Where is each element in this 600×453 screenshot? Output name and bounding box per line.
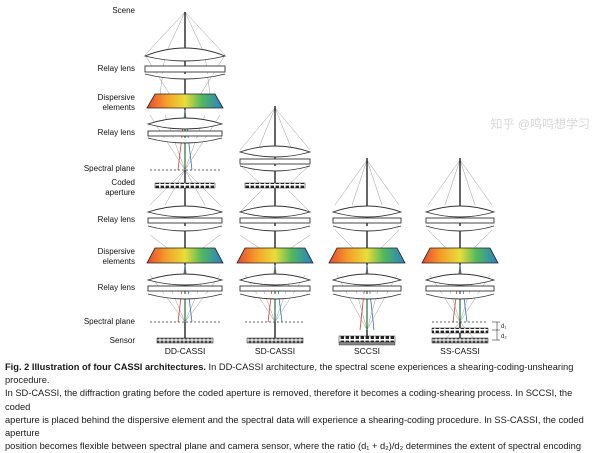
label-relay-lens-3: Relay lens — [98, 215, 135, 224]
figure-caption: Fig. 2 Illustration of four CASSI archit… — [5, 361, 597, 453]
ddcassi-relay-lens-3 — [146, 205, 224, 232]
label-d1: d₁ — [501, 324, 506, 330]
label-spectral-plane-1: Spectral plane — [84, 164, 136, 173]
label-scene: Scene — [112, 6, 135, 15]
sdcassi-coded-aperture — [244, 182, 306, 189]
ddcassi-relay-lens-2 — [146, 117, 224, 144]
watermark: 知乎 @鸣鸣想学习 — [490, 116, 590, 131]
ddcassi-relay-lens-1 — [143, 47, 227, 80]
caption-line-1: Fig. 2 Illustration of four CASSI archit… — [5, 361, 597, 387]
sccsi-dispersive-element — [328, 247, 406, 264]
caption-figure-number: Fig. 2 Illustration of four CASSI archit… — [5, 362, 206, 372]
ddcassi-sensor — [156, 337, 214, 344]
sscassi-column: d₁ d₂ SS-CASSI — [421, 158, 507, 356]
label-relay-lens-4: Relay lens — [98, 283, 135, 292]
row-labels: Scene Relay lens Dispersive elements Rel… — [84, 6, 136, 345]
label-dispersive-1b: elements — [103, 103, 135, 112]
sccsi-sensor — [338, 341, 396, 346]
sscassi-distance-annotation — [492, 321, 500, 341]
label-d2: d₂ — [501, 334, 507, 340]
sscassi-sensor — [431, 337, 489, 344]
sccsi-column: SCCSI — [328, 158, 406, 356]
sccsi-relay-lens-2 — [331, 273, 403, 300]
cassi-figure: Scene Relay lens Dispersive elements Rel… — [84, 6, 590, 356]
label-aperture: aperture — [105, 188, 135, 197]
sdcassi-column: SD-CASSI — [236, 106, 314, 356]
sscassi-relay-lens-2 — [424, 273, 496, 300]
label-relay-lens-1: Relay lens — [98, 64, 135, 73]
sccsi-coded-aperture-on-sensor — [338, 335, 396, 343]
sscassi-title: SS-CASSI — [440, 346, 480, 356]
label-dispersive-2: Dispersive — [98, 247, 136, 256]
ddcassi-column: DD-CASSI — [143, 11, 227, 356]
sscassi-coded-aperture — [431, 327, 489, 334]
caption-line-1-text: In DD-CASSI architecture, the spectral s… — [5, 362, 574, 386]
label-dispersive-1: Dispersive — [98, 93, 136, 102]
sdcassi-dispersive-element — [236, 247, 314, 264]
caption-line-2: In SD-CASSI, the diffraction grating bef… — [5, 388, 573, 412]
sscassi-dispersive-element — [421, 247, 499, 264]
sdcassi-relay-lens-2 — [238, 205, 312, 232]
ddcassi-dispersive-element-1 — [146, 93, 224, 109]
caption-line-3: aperture is placed behind the dispersive… — [5, 414, 584, 439]
label-relay-lens-2: Relay lens — [98, 128, 135, 137]
sccsi-title: SCCSI — [354, 346, 380, 356]
ddcassi-relay-lens-4 — [146, 273, 224, 300]
sdcassi-relay-lens-3 — [238, 273, 312, 300]
label-dispersive-2b: elements — [103, 257, 135, 266]
sscassi-relay-lens-1 — [424, 205, 496, 232]
ddcassi-dispersive-element-2 — [146, 247, 224, 264]
label-coded: Coded — [111, 178, 135, 187]
label-sensor: Sensor — [110, 336, 136, 345]
sccsi-relay-lens-1 — [331, 205, 403, 232]
ddcassi-title: DD-CASSI — [165, 346, 206, 356]
ddcassi-coded-aperture — [154, 182, 216, 189]
sdcassi-relay-lens-1 — [238, 145, 312, 172]
sdcassi-sensor — [246, 337, 304, 344]
sdcassi-title: SD-CASSI — [255, 346, 295, 356]
label-spectral-plane-2: Spectral plane — [84, 317, 136, 326]
caption-line-4: position becomes flexible between spectr… — [5, 441, 581, 452]
